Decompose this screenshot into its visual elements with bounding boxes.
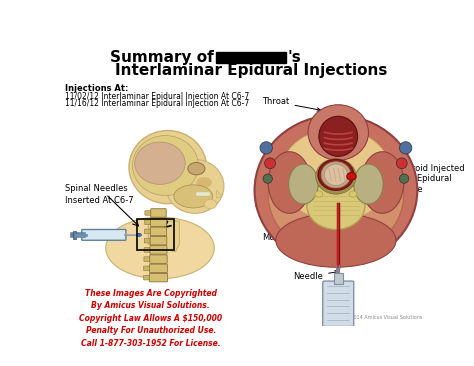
FancyBboxPatch shape <box>144 257 152 261</box>
Text: Needle: Needle <box>293 270 338 281</box>
Ellipse shape <box>106 217 214 279</box>
Text: 11/02/12 Interlaminar Epidural Injection At C6-7: 11/02/12 Interlaminar Epidural Injection… <box>65 93 250 101</box>
Polygon shape <box>217 190 222 198</box>
Ellipse shape <box>324 164 347 186</box>
FancyBboxPatch shape <box>323 281 354 326</box>
Ellipse shape <box>166 160 224 213</box>
Text: These Images Are Copyrighted
By Amicus Visual Solutions.
Copyright Law Allows A : These Images Are Copyrighted By Amicus V… <box>79 289 222 348</box>
Text: Spinal
Cord: Spinal Cord <box>255 178 325 212</box>
Circle shape <box>400 142 412 154</box>
Bar <box>334 273 343 284</box>
FancyBboxPatch shape <box>145 229 152 234</box>
Ellipse shape <box>327 119 350 138</box>
Ellipse shape <box>129 131 207 204</box>
FancyBboxPatch shape <box>150 246 167 254</box>
Text: © 2014 Amicus Visual Solutions: © 2014 Amicus Visual Solutions <box>344 315 422 320</box>
Text: Spinal Needles
Inserted At C6-7: Spinal Needles Inserted At C6-7 <box>65 184 134 205</box>
FancyBboxPatch shape <box>144 247 152 252</box>
Bar <box>137 220 174 250</box>
FancyBboxPatch shape <box>150 236 167 245</box>
FancyBboxPatch shape <box>150 255 167 264</box>
Text: 11/16/12 Interlaminar Epidural Injection At C6-7: 11/16/12 Interlaminar Epidural Injection… <box>65 99 250 108</box>
Text: Interlaminar Epidural Injections: Interlaminar Epidural Injections <box>115 63 388 78</box>
Circle shape <box>263 174 273 183</box>
Ellipse shape <box>276 213 396 267</box>
FancyBboxPatch shape <box>144 275 151 280</box>
Text: Muscle: Muscle <box>262 234 317 242</box>
FancyBboxPatch shape <box>149 273 167 282</box>
Ellipse shape <box>315 191 323 197</box>
Text: Steroid Injected
Into Epidural
Space: Steroid Injected Into Epidural Space <box>360 164 465 194</box>
Text: Dura: Dura <box>258 175 314 188</box>
Ellipse shape <box>135 142 185 184</box>
Ellipse shape <box>204 199 217 209</box>
FancyBboxPatch shape <box>151 218 166 227</box>
Ellipse shape <box>133 135 198 195</box>
Ellipse shape <box>280 128 392 221</box>
Text: 's: 's <box>288 50 301 65</box>
Ellipse shape <box>196 177 212 188</box>
FancyBboxPatch shape <box>82 229 126 240</box>
Bar <box>196 192 210 197</box>
FancyBboxPatch shape <box>145 220 153 224</box>
FancyBboxPatch shape <box>149 264 167 273</box>
FancyBboxPatch shape <box>144 238 152 243</box>
Ellipse shape <box>316 158 356 194</box>
Circle shape <box>400 174 409 183</box>
Ellipse shape <box>255 115 417 265</box>
Circle shape <box>396 158 407 169</box>
Ellipse shape <box>349 191 357 197</box>
FancyBboxPatch shape <box>144 266 152 271</box>
Polygon shape <box>148 221 179 252</box>
FancyBboxPatch shape <box>150 227 166 236</box>
Ellipse shape <box>268 132 404 256</box>
Text: Injections At:: Injections At: <box>65 84 129 93</box>
Circle shape <box>260 142 273 154</box>
Ellipse shape <box>354 164 383 204</box>
FancyBboxPatch shape <box>145 210 153 215</box>
Ellipse shape <box>188 163 205 175</box>
Ellipse shape <box>318 160 354 190</box>
Ellipse shape <box>361 152 404 213</box>
Circle shape <box>264 158 275 169</box>
Text: Throat: Throat <box>262 97 320 111</box>
FancyBboxPatch shape <box>151 209 166 217</box>
Ellipse shape <box>307 182 365 229</box>
Bar <box>216 52 285 63</box>
Ellipse shape <box>289 164 318 204</box>
Ellipse shape <box>324 179 347 194</box>
Text: Summary of: Summary of <box>110 50 214 65</box>
Ellipse shape <box>319 116 357 156</box>
Ellipse shape <box>308 105 368 160</box>
Bar <box>73 231 76 239</box>
Ellipse shape <box>347 172 356 180</box>
Ellipse shape <box>137 234 141 236</box>
Ellipse shape <box>321 162 351 188</box>
Ellipse shape <box>174 185 213 208</box>
Ellipse shape <box>268 152 311 213</box>
